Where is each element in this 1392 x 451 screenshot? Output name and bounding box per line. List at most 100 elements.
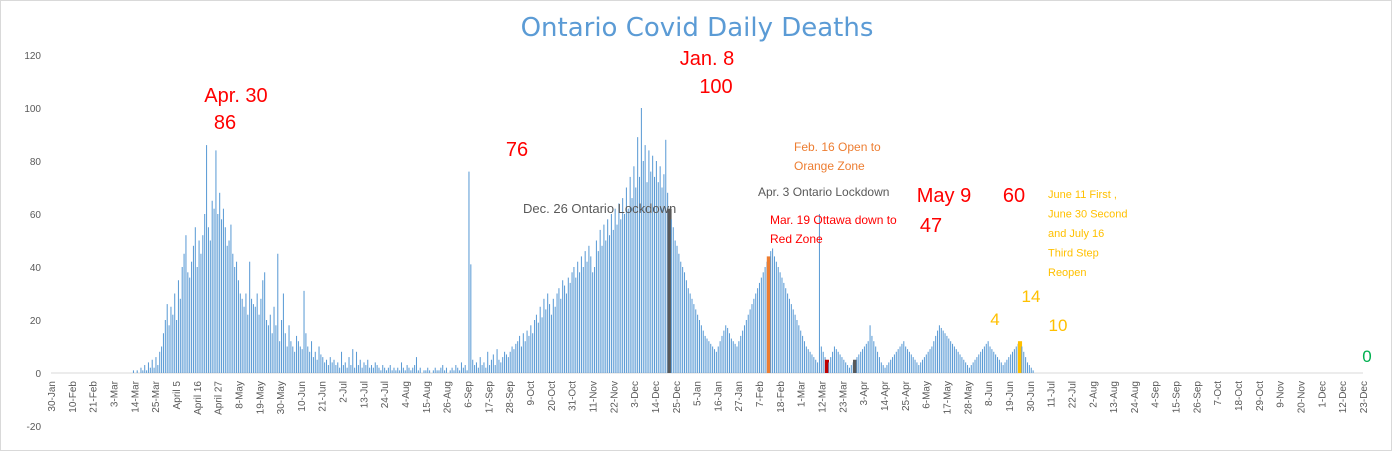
bar	[477, 367, 479, 373]
bar	[998, 359, 1000, 373]
bar	[311, 341, 313, 373]
bar	[316, 359, 318, 373]
bar	[200, 253, 202, 373]
y-tick-label: 0	[35, 369, 41, 380]
bar	[963, 359, 965, 373]
bar	[378, 367, 380, 373]
bar	[292, 346, 294, 373]
x-tick-label: 10-Feb	[68, 381, 79, 413]
bar	[500, 362, 502, 373]
bar	[862, 349, 864, 373]
bar	[968, 367, 970, 373]
bar	[624, 214, 626, 373]
x-tick-label: 6-Sep	[464, 381, 475, 408]
bar	[305, 333, 307, 373]
bar	[483, 362, 485, 373]
highlighted-bar	[853, 359, 858, 373]
x-tick-label: 22-Nov	[609, 381, 620, 413]
bar	[813, 357, 815, 373]
x-tick-label: 25-Apr	[901, 380, 912, 411]
bar	[972, 362, 974, 373]
bar	[237, 280, 239, 373]
bar	[314, 351, 316, 373]
x-tick-label: 24-Jul	[380, 381, 391, 408]
x-tick-label: 17-May	[942, 381, 953, 414]
bar	[734, 343, 736, 373]
bar	[863, 346, 865, 373]
bar	[241, 298, 243, 373]
annotation-peak60: 60	[1003, 185, 1025, 207]
x-tick-label: 8-Jun	[984, 381, 995, 406]
bar	[672, 227, 674, 373]
bar	[549, 304, 551, 373]
bar	[625, 187, 627, 373]
bar	[719, 341, 721, 373]
bar	[489, 365, 491, 373]
bar	[712, 346, 714, 373]
bar	[191, 261, 193, 373]
bar	[802, 335, 804, 373]
bar	[828, 362, 830, 373]
bar	[916, 362, 918, 373]
x-tick-label: 27-Jan	[734, 381, 745, 412]
bar	[339, 367, 341, 373]
bar	[466, 370, 468, 373]
bar	[472, 359, 474, 373]
bar	[1025, 357, 1027, 373]
bar	[442, 365, 444, 373]
bar	[965, 362, 967, 373]
bar	[884, 367, 886, 373]
bar	[564, 285, 566, 373]
bar	[893, 354, 895, 373]
bar	[230, 224, 232, 373]
bar	[740, 335, 742, 373]
bar	[723, 330, 725, 373]
bar	[532, 333, 534, 373]
bar	[588, 245, 590, 373]
bar	[805, 346, 807, 373]
bar	[882, 365, 884, 373]
x-tick-label: 30-May	[276, 381, 287, 414]
bar	[858, 354, 860, 373]
annotation-may9-date: May 9	[917, 185, 971, 207]
bar	[252, 304, 254, 373]
bar	[232, 253, 234, 373]
bar	[730, 338, 732, 373]
x-tick-label: 22-Jul	[1067, 381, 1078, 408]
bar	[777, 267, 779, 373]
bar	[222, 208, 224, 373]
bar	[176, 320, 178, 373]
bar	[873, 341, 875, 373]
bar	[974, 359, 976, 373]
x-tick-label: 2-Jul	[339, 381, 350, 403]
bar	[1015, 346, 1017, 373]
bar	[399, 370, 401, 373]
bar	[629, 176, 631, 373]
x-tick-label: 11-Jul	[1047, 381, 1058, 408]
bar	[211, 200, 213, 373]
bar	[363, 362, 365, 373]
bar	[837, 351, 839, 373]
bar	[522, 333, 524, 373]
bar	[513, 349, 515, 373]
y-tick-label: 20	[30, 316, 42, 327]
bar	[948, 338, 950, 373]
y-tick-label: -20	[27, 422, 42, 433]
bar	[657, 182, 659, 373]
x-tick-label: 3-Apr	[859, 380, 870, 405]
x-tick-label: 7-Oct	[1213, 381, 1224, 406]
bar	[515, 343, 517, 373]
bar	[871, 335, 873, 373]
x-tick-label: 3-Dec	[630, 381, 641, 408]
bar	[790, 304, 792, 373]
x-tick-label: 8-May	[234, 381, 245, 409]
bar	[170, 306, 172, 373]
bar	[498, 359, 500, 373]
x-tick-label: 13-Jul	[359, 381, 370, 408]
bar	[206, 145, 208, 373]
x-tick-label: 16-Jan	[713, 381, 724, 412]
bar	[687, 288, 689, 373]
bar	[219, 192, 221, 373]
bar	[610, 214, 612, 373]
bar	[989, 346, 991, 373]
